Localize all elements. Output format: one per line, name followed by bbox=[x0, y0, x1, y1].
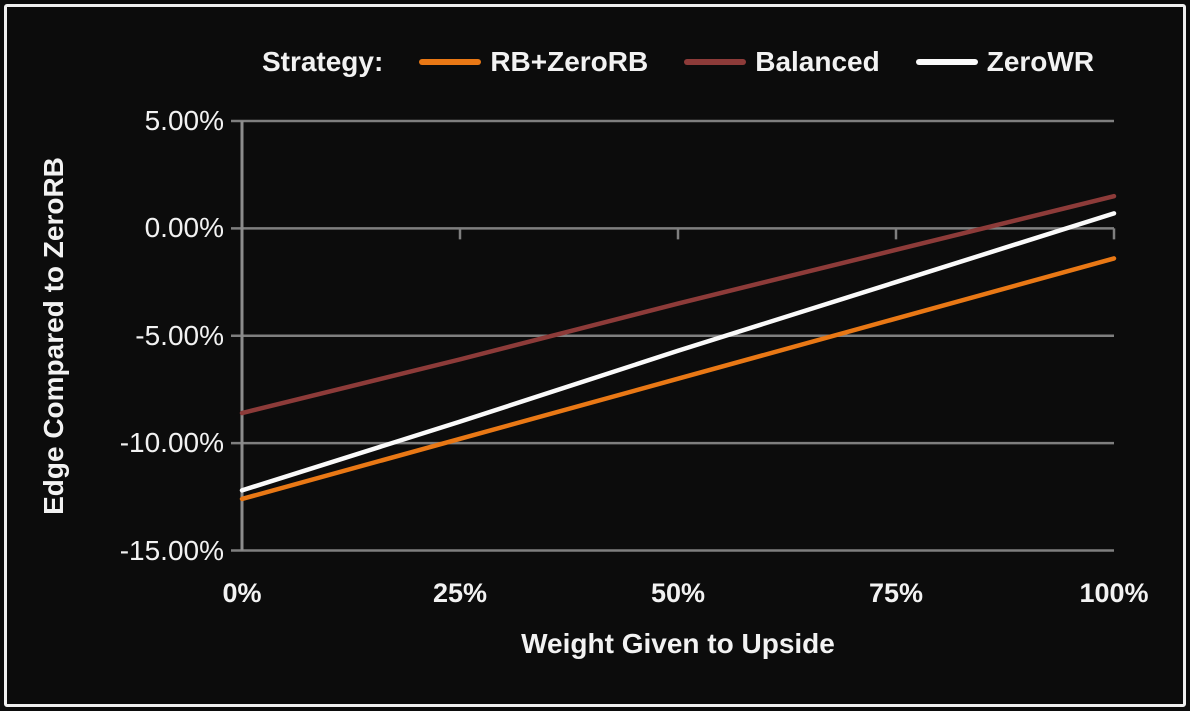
series-line-balanced bbox=[239, 193, 1117, 416]
x-tick-label-25%: 25% bbox=[432, 578, 488, 608]
x-tick-label-100%: 100% bbox=[1079, 578, 1149, 608]
legend-item-zerowr: ZeroWR bbox=[915, 46, 1095, 78]
y-tick-label--5.00%: -5.00% bbox=[135, 319, 224, 351]
x-tick-label-75%: 75% bbox=[868, 578, 924, 608]
legend-label: ZeroWR bbox=[986, 46, 1095, 77]
legend-swatch-red-line-icon bbox=[684, 59, 747, 65]
legend-label: Balanced bbox=[755, 46, 880, 77]
chart-legend: Strategy: RB+ZeroRB Balanced ZeroWR bbox=[242, 42, 1114, 82]
y-tick-label--15.00%: -15.00% bbox=[119, 534, 224, 566]
y-tick-label-0.00%: 0.00% bbox=[144, 212, 224, 244]
legend-title: Strategy: bbox=[261, 46, 384, 77]
y-tick-label--10.00%: -10.00% bbox=[119, 427, 224, 459]
legend-swatch-white-line-icon bbox=[915, 59, 978, 65]
legend-swatch-orange-line-icon bbox=[419, 59, 482, 65]
series-line-rb-zerorb bbox=[239, 256, 1117, 502]
series-line-zerowr bbox=[239, 211, 1117, 493]
legend-item-balanced: Balanced bbox=[684, 46, 880, 78]
x-axis-title: Weight Given to Upside bbox=[521, 628, 835, 659]
y-tick-label-5.00%: 5.00% bbox=[144, 105, 224, 136]
legend-item-rb-zerorb: RB+ZeroRB bbox=[419, 46, 648, 78]
x-tick-label-50%: 50% bbox=[650, 578, 706, 608]
legend-label: RB+ZeroRB bbox=[490, 46, 649, 77]
x-tick-label-0%: 0% bbox=[222, 578, 262, 608]
